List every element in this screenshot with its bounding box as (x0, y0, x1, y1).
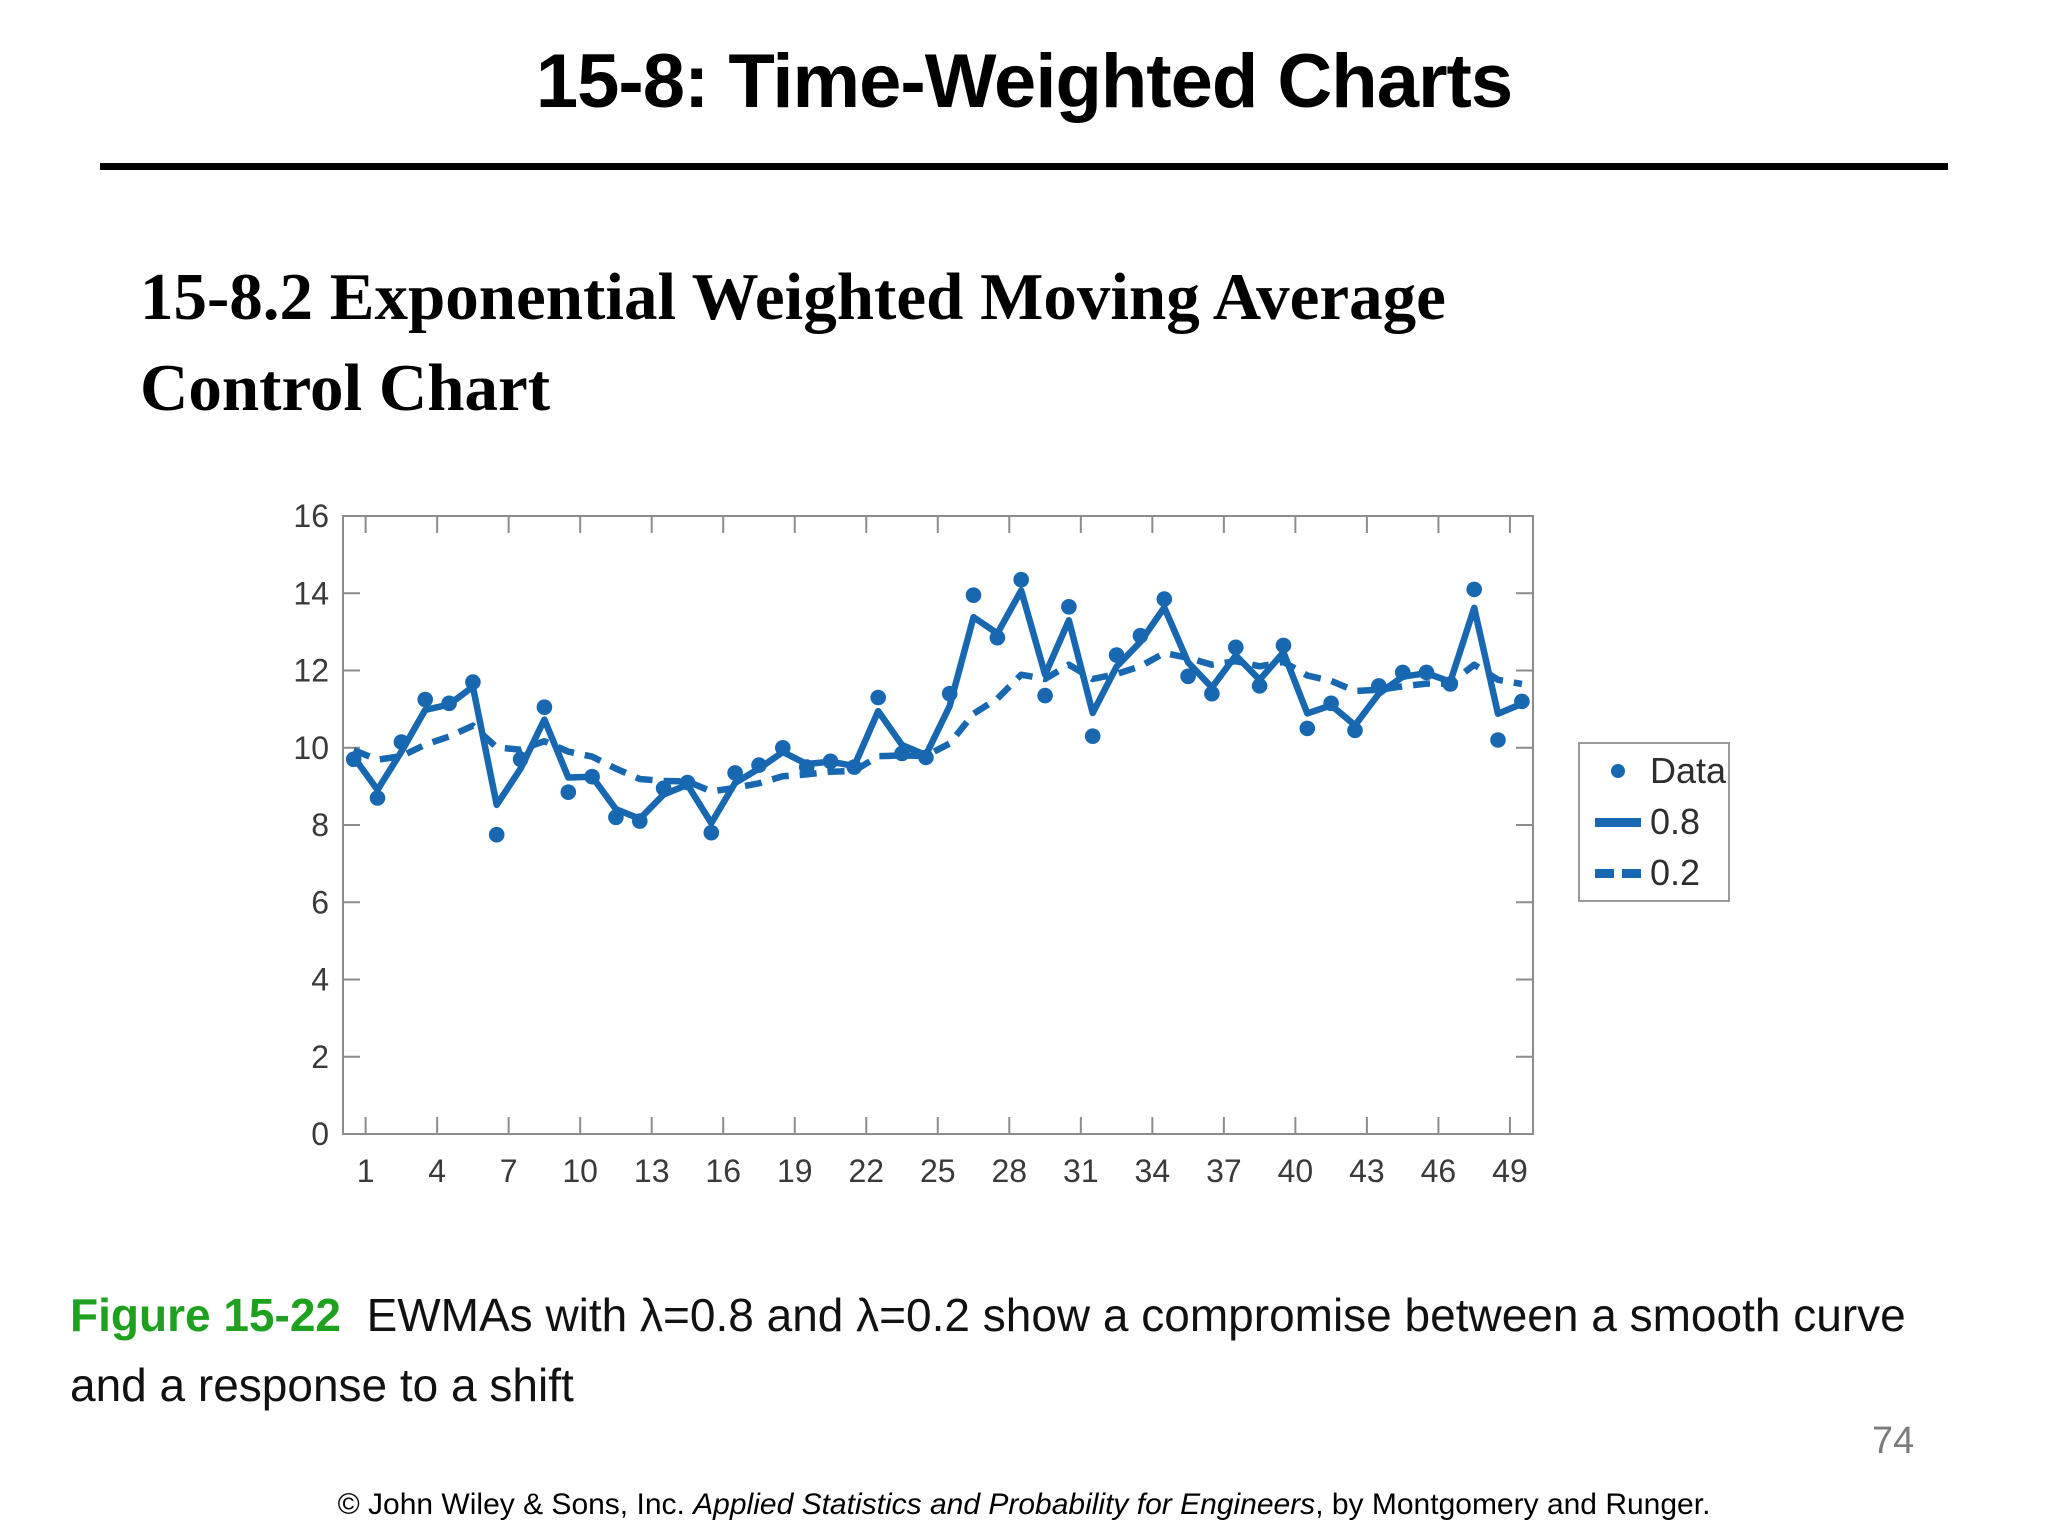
svg-text:22: 22 (848, 1153, 884, 1189)
svg-text:31: 31 (1063, 1153, 1099, 1189)
legend-label: 0.2 (1650, 852, 1701, 893)
legend-item-data: Data (1592, 747, 1728, 795)
page-number: 74 (1872, 1420, 1915, 1462)
legend-label: Data (1650, 750, 1727, 791)
dashed-line-marker-icon (1592, 868, 1644, 878)
title-divider (100, 163, 1948, 170)
copyright-footer: © John Wiley & Sons, Inc. Applied Statis… (0, 1488, 2048, 1522)
figure-caption: Figure 15-22 EWMAs with λ=0.8 and λ=0.2 … (70, 1280, 2000, 1420)
figure-number-label: Figure 15-22 (70, 1289, 341, 1341)
svg-text:40: 40 (1278, 1153, 1314, 1189)
data-point-marker-icon (1592, 764, 1644, 778)
svg-text:43: 43 (1349, 1153, 1385, 1189)
section-heading-line2: Control Chart (140, 351, 551, 426)
svg-text:49: 49 (1492, 1153, 1528, 1189)
ewma-08-line (351, 587, 1524, 827)
svg-text:4: 4 (428, 1153, 446, 1189)
svg-text:14: 14 (293, 575, 329, 611)
section-heading: 15-8.2 Exponential Weighted Moving Avera… (140, 252, 1900, 434)
svg-text:12: 12 (293, 653, 329, 689)
figure-caption-line2: and a response to a shift (70, 1359, 574, 1411)
footer-book-title: Applied Statistics and Probability for E… (693, 1488, 1316, 1521)
ewma-02-line (352, 649, 1523, 795)
svg-text:34: 34 (1135, 1153, 1171, 1189)
svg-text:16: 16 (293, 500, 329, 534)
svg-text:46: 46 (1421, 1153, 1457, 1189)
svg-text:8: 8 (311, 807, 329, 843)
svg-text:37: 37 (1206, 1153, 1242, 1189)
legend-item-lambda-02: 0.2 (1592, 849, 1728, 897)
legend-item-lambda-08: 0.8 (1592, 798, 1728, 846)
svg-text:4: 4 (311, 962, 329, 998)
svg-text:28: 28 (992, 1153, 1028, 1189)
data-points (345, 571, 1530, 843)
figure-caption-text: EWMAs with λ=0.8 and λ=0.2 show a compro… (366, 1289, 1906, 1341)
footer-suffix: , by Montgomery and Runger. (1315, 1488, 1711, 1521)
svg-text:7: 7 (500, 1153, 518, 1189)
svg-text:25: 25 (920, 1153, 956, 1189)
figure-caption-line1: Figure 15-22 EWMAs with λ=0.8 and λ=0.2 … (70, 1280, 2000, 1350)
svg-text:0: 0 (311, 1116, 329, 1152)
svg-text:19: 19 (777, 1153, 813, 1189)
svg-text:10: 10 (293, 730, 329, 766)
svg-text:16: 16 (705, 1153, 741, 1189)
solid-line-marker-icon (1592, 817, 1644, 827)
chart-legend: Data 0.8 0.2 (1578, 742, 1730, 902)
svg-text:13: 13 (634, 1153, 670, 1189)
svg-text:2: 2 (311, 1039, 329, 1075)
svg-text:10: 10 (562, 1153, 598, 1189)
footer-prefix: © John Wiley & Sons, Inc. (337, 1488, 694, 1521)
svg-text:1: 1 (357, 1153, 375, 1189)
slide-title: 15-8: Time-Weighted Charts (535, 39, 1513, 124)
section-heading-line1: 15-8.2 Exponential Weighted Moving Avera… (140, 260, 1446, 334)
legend-label: 0.8 (1650, 801, 1701, 842)
svg-text:6: 6 (311, 884, 329, 920)
